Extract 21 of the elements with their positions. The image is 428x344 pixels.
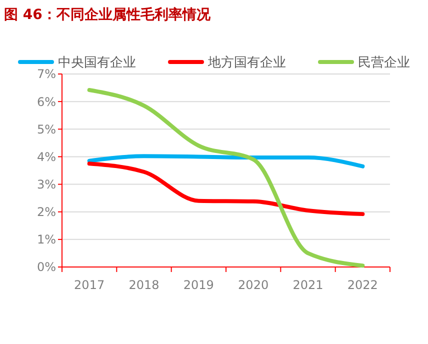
- y-tick-label: 7%: [36, 67, 56, 82]
- y-tick-label: 2%: [36, 205, 56, 220]
- y-tick-label: 5%: [36, 122, 56, 136]
- legend-label: 民营企业: [358, 56, 410, 71]
- legend-label: 地方国有企业: [207, 54, 286, 71]
- x-tick-label: 2022: [347, 278, 378, 292]
- x-tick-label: 2017: [74, 278, 105, 292]
- y-tick-label: 1%: [36, 232, 56, 247]
- x-tick-label: 2019: [183, 278, 214, 292]
- x-tick-label: 2021: [292, 278, 324, 292]
- x-tick-label: 2018: [128, 278, 160, 292]
- y-tick-label: 4%: [36, 150, 56, 164]
- chart-title: 图 46：不同企业属性毛利率情况: [4, 6, 212, 23]
- y-tick-label: 6%: [36, 94, 56, 109]
- line-series: [87, 154, 365, 168]
- legend-label: 中央国有企业: [58, 56, 136, 71]
- y-tick-label: 0%: [36, 260, 56, 274]
- y-tick-label: 3%: [36, 177, 56, 192]
- line-series: [87, 88, 365, 268]
- x-tick-label: 2020: [238, 278, 269, 292]
- line-series: [87, 162, 365, 216]
